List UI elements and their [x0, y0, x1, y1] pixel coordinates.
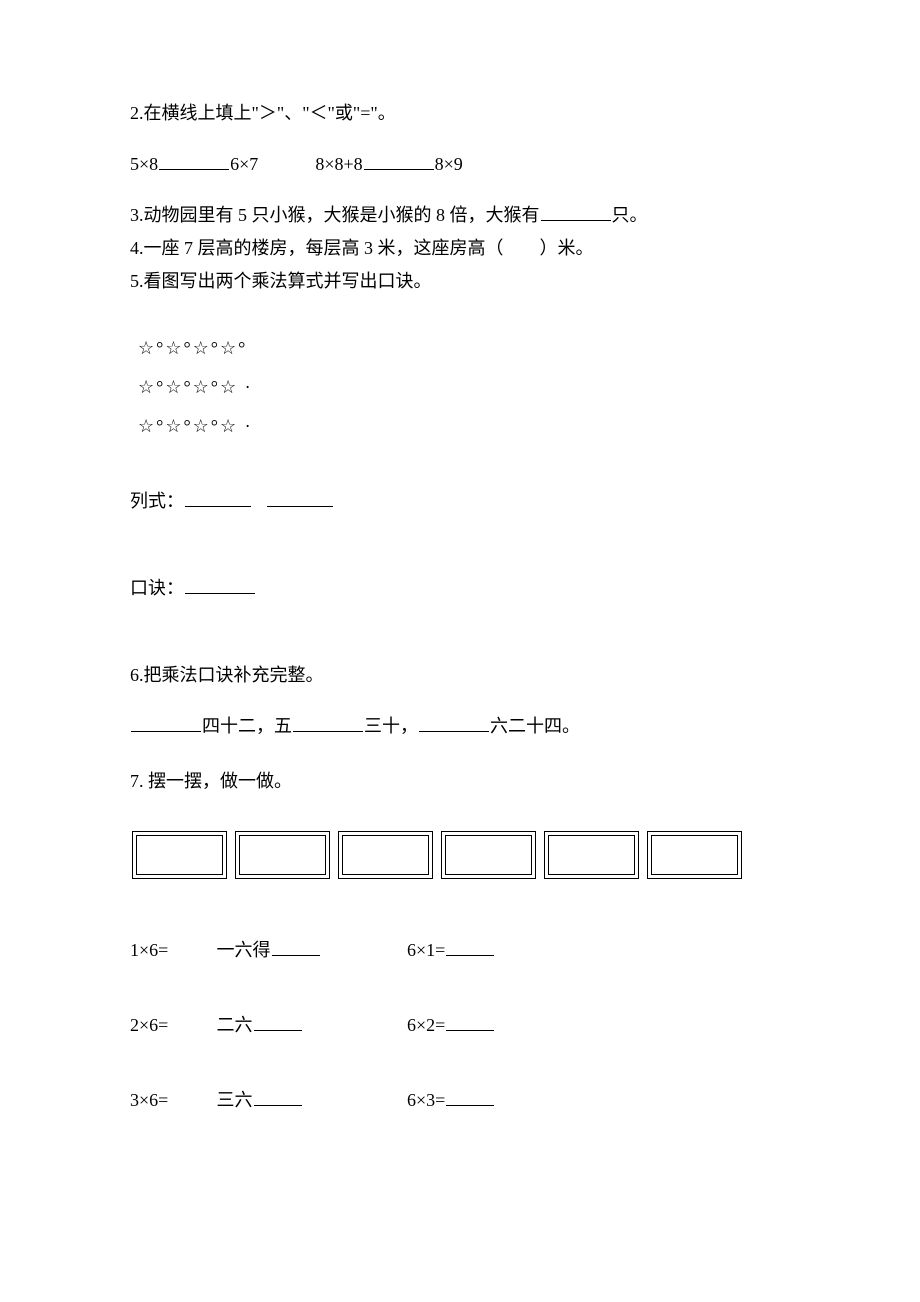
question-6-title: 6.把乘法口诀补充完整。 [130, 662, 790, 689]
question-6-fill: 四十二，五 三十， 六二十四。 [130, 713, 790, 740]
koujue-blank [185, 576, 255, 594]
rectangle-shape [132, 831, 227, 879]
question-3: 3.动物园里有 5 只小猴，大猴是小猴的 8 倍，大猴有 只。 [130, 202, 790, 229]
eq1-rhs: 6×1= [407, 940, 445, 960]
eq3-rhs: 6×3= [407, 1090, 445, 1110]
koujue-label: 口诀： [130, 578, 184, 598]
eq2-mid: 二六 [217, 1015, 253, 1035]
star-row-2: ☆°☆°☆°☆ · [138, 374, 790, 401]
q2-expr2-right: 8×9 [435, 154, 463, 174]
question-5-title: 5.看图写出两个乘法算式并写出口诀。 [130, 268, 790, 295]
q2-expr1-left: 5×8 [130, 154, 158, 174]
eq3-lhs: 3×6= [130, 1087, 212, 1114]
q6-blank-3 [419, 714, 489, 732]
rectangles-row [132, 831, 790, 879]
eq1-rhs-blank [446, 938, 494, 956]
q2-blank-1 [159, 152, 229, 170]
question-7-title: 7. 摆一摆，做一做。 [130, 768, 790, 795]
equation-row-1: 1×6= 一六得 6×1= [130, 937, 790, 964]
lieshi-label: 列式： [130, 491, 184, 511]
q6-title-text: 6.把乘法口诀补充完整。 [130, 665, 324, 685]
eq2-rhs-blank [446, 1013, 494, 1031]
eq1-mid: 一六得 [217, 940, 271, 960]
q6-blank-2 [293, 714, 363, 732]
rectangle-shape [647, 831, 742, 879]
lieshi-blank-2 [267, 489, 333, 507]
eq3-mid: 三六 [217, 1090, 253, 1110]
rectangle-shape [235, 831, 330, 879]
q6-fill-b: 三十， [364, 716, 418, 736]
star-row-3: ☆°☆°☆°☆ · [138, 413, 790, 440]
q7-title-text: 7. 摆一摆，做一做。 [130, 771, 292, 791]
eq1-mid-blank [272, 938, 320, 956]
equation-row-3: 3×6= 三六 6×3= [130, 1087, 790, 1114]
q4-text: 4.一座 7 层高的楼房，每层高 3 米，这座房高（ ）米。 [130, 238, 594, 258]
eq2-mid-blank [254, 1013, 302, 1031]
stars-block: ☆°☆°☆°☆° ☆°☆°☆°☆ · ☆°☆°☆°☆ · [138, 335, 790, 440]
question-2-expressions: 5×8 6×7 8×8+8 8×9 [130, 151, 790, 178]
koujue-line: 口诀： [130, 575, 790, 602]
q6-blank-1 [131, 714, 201, 732]
q3-text-b: 只。 [612, 205, 648, 225]
lieshi-line: 列式： [130, 488, 790, 515]
question-2-title: 2.在横线上填上"＞"、"＜"或"="。 [130, 100, 790, 127]
q6-fill-c: 六二十四。 [490, 716, 580, 736]
q2-title-text: 2.在横线上填上"＞"、"＜"或"="。 [130, 103, 396, 123]
question-4: 4.一座 7 层高的楼房，每层高 3 米，这座房高（ ）米。 [130, 235, 790, 262]
eq2-lhs: 2×6= [130, 1012, 212, 1039]
eq2-rhs: 6×2= [407, 1015, 445, 1035]
rectangle-shape [441, 831, 536, 879]
q3-blank [541, 203, 611, 221]
q3-text-a: 3.动物园里有 5 只小猴，大猴是小猴的 8 倍，大猴有 [130, 205, 540, 225]
q2-expr2-left: 8×8+8 [315, 154, 362, 174]
eq3-rhs-blank [446, 1088, 494, 1106]
q5-title-text: 5.看图写出两个乘法算式并写出口诀。 [130, 271, 432, 291]
star-row-1: ☆°☆°☆°☆° [138, 335, 790, 362]
rectangle-shape [544, 831, 639, 879]
equation-row-2: 2×6= 二六 6×2= [130, 1012, 790, 1039]
q2-blank-2 [364, 152, 434, 170]
eq1-lhs: 1×6= [130, 937, 212, 964]
eq3-mid-blank [254, 1088, 302, 1106]
lieshi-blank-1 [185, 489, 251, 507]
q2-expr1-right: 6×7 [230, 154, 258, 174]
rectangle-shape [338, 831, 433, 879]
q6-fill-a: 四十二，五 [202, 716, 292, 736]
